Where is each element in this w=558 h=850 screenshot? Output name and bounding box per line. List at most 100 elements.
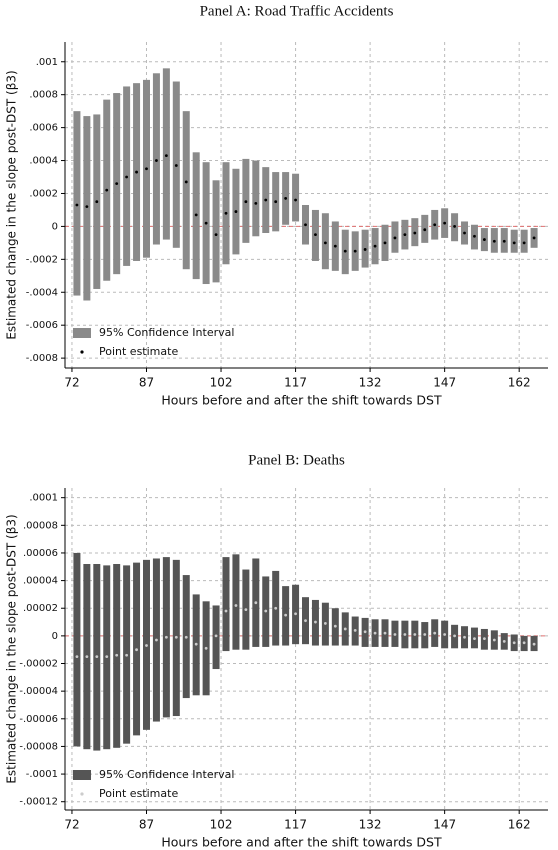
point-estimate	[294, 612, 297, 616]
point-estimate	[224, 211, 228, 215]
point-estimate	[244, 608, 248, 612]
ci-bar	[212, 180, 220, 283]
panel-title: Panel A: Road Traffic Accidents	[200, 3, 394, 19]
y-tick-label: .0001	[29, 493, 58, 504]
x-tick-label: 132	[359, 818, 382, 832]
y-axis-label: Estimated change in the slope post-DST (…	[5, 514, 19, 783]
x-tick-label: 72	[64, 376, 79, 390]
ci-bar	[222, 557, 230, 652]
point-estimate	[323, 241, 327, 245]
point-estimate	[433, 223, 437, 227]
point-estimate	[413, 633, 417, 636]
point-estimate	[85, 655, 89, 659]
point-estimate	[264, 198, 268, 202]
point-estimate	[333, 624, 337, 628]
point-estimate	[502, 239, 506, 243]
point-estimate	[353, 249, 357, 253]
y-tick-label: .00004	[23, 576, 58, 587]
ci-bar	[520, 229, 528, 253]
point-estimate	[184, 635, 188, 639]
legend-swatch	[73, 328, 91, 338]
x-axis-label: Hours before and after the shift towards…	[161, 393, 442, 408]
point-estimate	[323, 622, 327, 625]
point-estimate	[284, 197, 288, 200]
legend-label: 95% Confidence Interval	[99, 326, 234, 339]
point-estimate	[492, 239, 496, 243]
point-estimate	[373, 631, 377, 635]
x-tick-label: 102	[210, 376, 233, 390]
point-estimate	[423, 228, 427, 232]
point-estimate	[532, 642, 536, 646]
x-tick-label: 102	[210, 818, 233, 832]
point-estimate	[314, 620, 317, 624]
point-estimate	[174, 635, 178, 639]
point-estimate	[473, 234, 476, 238]
legend-label: Point estimate	[99, 345, 178, 358]
point-estimate	[164, 154, 168, 158]
point-estimate	[393, 633, 397, 636]
ci-bar	[182, 111, 190, 270]
legend-swatch	[73, 770, 91, 780]
y-tick-label: -.00008	[19, 741, 58, 752]
ci-bar	[162, 68, 170, 240]
point-estimate	[135, 170, 138, 174]
point-estimate	[373, 244, 377, 248]
ci-bar	[73, 111, 81, 296]
point-estimate	[522, 641, 526, 645]
point-estimate	[194, 642, 198, 646]
ci-bar	[232, 554, 240, 650]
y-tick-label: -.00006	[19, 714, 58, 725]
ci-bar	[83, 116, 91, 301]
ci-bar	[152, 73, 160, 245]
x-tick-label: 117	[284, 818, 307, 832]
point-estimate	[333, 244, 337, 248]
point-estimate	[393, 236, 397, 240]
point-estimate	[363, 630, 367, 634]
point-estimate	[403, 633, 407, 636]
point-estimate	[383, 631, 387, 635]
point-estimate	[125, 653, 129, 657]
point-estimate	[224, 609, 228, 613]
point-estimate	[75, 655, 79, 659]
point-estimate	[244, 200, 248, 204]
point-estimate	[115, 182, 119, 185]
point-estimate	[482, 637, 486, 641]
point-estimate	[343, 249, 347, 253]
point-estimate	[473, 637, 476, 641]
panel-title: Panel B: Deaths	[248, 452, 345, 468]
point-estimate	[155, 638, 158, 642]
point-estimate	[145, 644, 148, 647]
y-tick-label: -.00004	[19, 686, 58, 697]
point-estimate	[75, 203, 79, 207]
x-tick-label: 132	[359, 376, 382, 390]
point-estimate	[443, 221, 447, 225]
ci-bar	[321, 213, 329, 270]
y-tick-label: -.0004	[26, 287, 58, 298]
point-estimate	[463, 635, 466, 639]
point-estimate	[135, 648, 138, 652]
y-tick-label: -.00002	[19, 659, 58, 670]
y-tick-label: -.0008	[26, 353, 58, 364]
point-estimate	[403, 233, 407, 237]
point-estimate	[522, 241, 526, 245]
point-estimate	[304, 223, 307, 227]
point-estimate	[214, 634, 218, 638]
point-estimate	[274, 200, 278, 204]
point-estimate	[85, 205, 89, 209]
point-estimate	[502, 639, 506, 643]
point-estimate	[343, 627, 347, 631]
x-tick-label: 87	[139, 376, 154, 390]
point-estimate	[363, 248, 367, 251]
y-axis-label: Estimated change in the slope post-DST (…	[5, 70, 19, 339]
legend-label: Point estimate	[99, 787, 178, 800]
point-estimate	[284, 613, 288, 617]
legend-swatch	[80, 792, 84, 796]
x-axis-label: Hours before and after the shift towards…	[161, 835, 442, 850]
point-estimate	[453, 225, 456, 228]
y-tick-label: -.0002	[26, 254, 58, 265]
y-tick-label: .001	[36, 57, 58, 68]
point-estimate	[254, 201, 258, 205]
point-estimate	[274, 606, 278, 610]
legend-label: 95% Confidence Interval	[99, 768, 234, 781]
